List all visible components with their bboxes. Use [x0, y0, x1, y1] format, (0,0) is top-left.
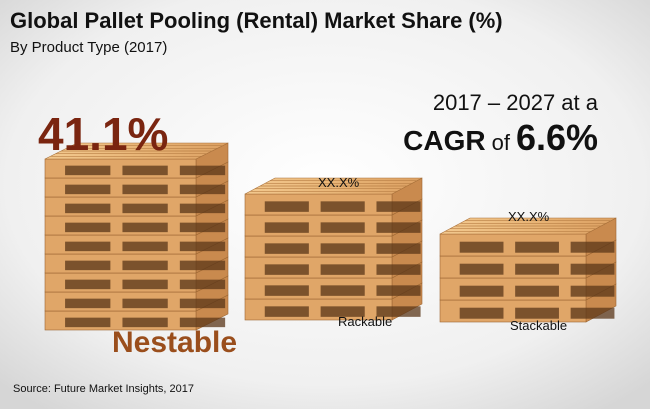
- pallet-gap: [65, 184, 111, 195]
- share: 41.1%: [38, 108, 168, 160]
- item-label: Nestable: [112, 326, 237, 359]
- item-label: Rackable: [338, 314, 392, 329]
- pallet-gap: [179, 260, 226, 271]
- pallet-gap: [570, 263, 615, 275]
- pallet-gap: [376, 306, 421, 317]
- title: Global Pallet Pooling (Rental) Market Sh…: [10, 8, 503, 33]
- cagr-of: of: [492, 130, 511, 155]
- share: XX.X%: [318, 175, 360, 190]
- pallet-gap: [65, 203, 111, 214]
- subtitle: By Product Type (2017): [10, 39, 167, 56]
- pallet-gap: [264, 201, 309, 212]
- pallet-gap: [179, 184, 226, 195]
- pallet-gap: [122, 279, 168, 290]
- pallet-illustrations: [44, 142, 617, 331]
- pallet-gap: [320, 243, 365, 254]
- pallet-gap: [320, 306, 365, 317]
- pallet-gap: [122, 165, 168, 176]
- pallet-gap: [122, 260, 168, 271]
- share: XX.X%: [508, 209, 550, 224]
- pallet-gap: [65, 279, 111, 290]
- cagr-value: 6.6%: [516, 117, 598, 158]
- pallet-gap: [122, 241, 168, 252]
- pallet-gap: [122, 298, 168, 309]
- pallet-gap: [179, 222, 226, 233]
- cagr-period: 2017 – 2027 at a: [433, 90, 599, 115]
- pallet-gap: [376, 222, 421, 233]
- pallet-gap: [179, 241, 226, 252]
- pallet-gap: [264, 243, 309, 254]
- pallet-gap: [65, 222, 111, 233]
- pallet-gap: [65, 165, 111, 176]
- pallet-gap: [459, 307, 504, 319]
- pallet-gap: [65, 298, 111, 309]
- item-label: Stackable: [510, 318, 567, 333]
- pallet-gap: [65, 260, 111, 271]
- pallet-gap: [570, 307, 615, 319]
- source: Source: Future Market Insights, 2017: [13, 383, 194, 395]
- pallet-gap: [570, 285, 615, 297]
- pallet-gap: [65, 317, 111, 328]
- pallet-gap: [122, 317, 168, 328]
- pallet-gap: [459, 285, 504, 297]
- pallet-gap: [376, 264, 421, 275]
- pallet-gap: [122, 222, 168, 233]
- pallet-gap: [515, 241, 559, 253]
- cagr-line: CAGR of 6.6%: [403, 117, 598, 158]
- pallet-gap: [459, 241, 504, 253]
- pallet-gap: [376, 285, 421, 296]
- pallet-gap: [320, 201, 365, 212]
- pallet-gap: [515, 263, 559, 275]
- pallet-gap: [179, 203, 226, 214]
- pallet-gap: [264, 264, 309, 275]
- pallet-gap: [459, 263, 504, 275]
- pallet-gap: [264, 222, 309, 233]
- pallet-gap: [376, 243, 421, 254]
- pallet-gap: [65, 241, 111, 252]
- cagr-label: CAGR: [403, 125, 485, 156]
- pallet-gap: [570, 241, 615, 253]
- pallet-gap: [179, 298, 226, 309]
- pallet-gap: [179, 317, 226, 328]
- pallet-gap: [122, 184, 168, 195]
- pallet-gap: [320, 285, 365, 296]
- pallet-gap: [122, 203, 168, 214]
- pallet-gap: [515, 285, 559, 297]
- pallet-gap: [320, 222, 365, 233]
- pallet-gap: [515, 307, 559, 319]
- pallet-gap: [264, 306, 309, 317]
- pallet-gap: [179, 165, 226, 176]
- pallet-gap: [320, 264, 365, 275]
- pallet-gap: [264, 285, 309, 296]
- pallet-gap: [179, 279, 226, 290]
- pallet-gap: [376, 201, 421, 212]
